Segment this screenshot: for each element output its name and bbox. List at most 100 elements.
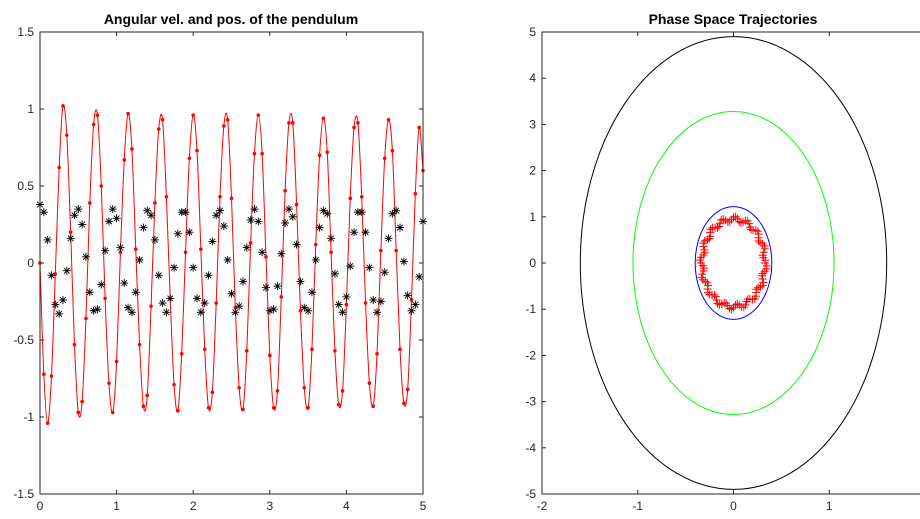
phase-chart: Phase Space Trajectories -2 -1 0 1 2 -5 -4 -3 -2…	[525, 11, 920, 513]
angular-velocity-point	[336, 402, 341, 407]
right-axes-box	[541, 31, 920, 495]
x-tick-label: 4	[343, 499, 350, 513]
angular-velocity-point	[49, 374, 54, 378]
angular-position-point	[181, 208, 190, 217]
angular-velocity-point	[176, 409, 180, 413]
angular-position-point	[373, 308, 382, 317]
angular-velocity-point	[114, 359, 119, 364]
trajectory-red-point	[697, 273, 706, 282]
right-plot-area	[579, 36, 888, 490]
angular-velocity-point	[191, 113, 195, 117]
angular-position-point	[143, 206, 152, 215]
angular-velocity-point	[375, 352, 379, 356]
y-tick-label: 3	[529, 117, 536, 131]
angular-velocity-point	[302, 385, 307, 390]
y-tick-label: 4	[529, 71, 536, 85]
angular-velocity-point	[72, 342, 77, 347]
y-tick-label: -1	[525, 302, 536, 316]
angular-position-point	[269, 305, 278, 314]
angular-position-point	[147, 211, 156, 220]
trajectory-red-point	[754, 283, 763, 292]
angular-position-point	[392, 206, 401, 215]
angular-position-point	[74, 205, 83, 214]
angular-velocity-point	[306, 405, 310, 410]
angular-velocity-point	[218, 194, 222, 199]
angular-position-point	[396, 223, 405, 232]
angular-position-point	[62, 266, 71, 275]
trajectory-blue	[694, 206, 773, 320]
angular-velocity-point	[110, 410, 115, 415]
angular-position-point	[330, 269, 339, 278]
angular-position-point	[131, 288, 140, 297]
angular-position-point	[189, 263, 198, 272]
angular-velocity-point	[363, 301, 368, 305]
angular-position-point	[116, 243, 125, 252]
angular-velocity-point	[84, 316, 88, 321]
angular-velocity-point	[264, 255, 268, 259]
x-tick-label: 1	[826, 499, 833, 513]
angular-velocity-point	[137, 342, 142, 347]
angular-position-point	[254, 217, 263, 226]
left-axes-box	[39, 31, 424, 495]
angular-velocity-point	[187, 156, 192, 161]
angular-velocity-point	[398, 347, 402, 352]
angular-position-point	[223, 255, 232, 264]
left-tick-labels: 0 1 2 3 4 5 -1.5 -1 -0.5 0 0.5 1 1.5	[13, 25, 426, 513]
angular-position-point	[200, 299, 209, 308]
y-tick-label: 0	[529, 256, 536, 270]
angular-position-point	[43, 235, 52, 244]
angular-velocity-point	[65, 133, 69, 137]
y-tick-label: 5	[529, 25, 536, 39]
angular-velocity-point	[256, 113, 261, 117]
angular-position-point	[250, 205, 259, 214]
angular-velocity-point	[87, 201, 92, 205]
trajectory-red-point	[698, 270, 707, 279]
angular-position-point	[47, 271, 56, 280]
right-chart-title: Phase Space Trajectories	[649, 11, 818, 27]
angular-position-point	[162, 308, 171, 317]
angular-position-point	[338, 308, 347, 317]
angular-position-point	[124, 303, 133, 312]
angular-velocity-point	[149, 304, 153, 308]
angular-position-point	[288, 212, 297, 221]
trajectory-green	[632, 110, 835, 416]
angular-position-point	[135, 255, 144, 264]
angular-velocity-point	[42, 372, 46, 376]
y-tick-label: -0.5	[13, 333, 34, 347]
angular-velocity-point	[417, 125, 421, 130]
y-tick-label: -3	[525, 395, 536, 409]
angular-position-point	[235, 302, 244, 311]
angular-velocity-point	[325, 150, 330, 154]
y-tick-label: 1	[529, 210, 536, 224]
y-tick-label: -1	[23, 410, 34, 424]
angular-position-point	[85, 288, 94, 297]
angular-position-point	[185, 228, 194, 237]
angular-velocity-point	[287, 121, 291, 125]
angular-velocity-point	[68, 230, 73, 234]
x-tick-label: 2	[190, 499, 197, 513]
trajectory-red-point	[760, 267, 769, 276]
trajectory-red-point	[742, 297, 751, 306]
angular-velocity-point	[133, 247, 138, 251]
angular-position-point	[204, 271, 213, 280]
angular-velocity-point	[313, 242, 318, 247]
angular-position-point	[78, 220, 87, 229]
angular-position-point	[411, 300, 420, 309]
y-tick-label: 2	[529, 164, 536, 178]
angular-velocity-point	[202, 347, 207, 352]
angular-velocity-point	[394, 248, 398, 253]
angular-velocity-point	[141, 404, 146, 409]
x-tick-label: 3	[266, 499, 273, 513]
angular-position-point	[311, 255, 320, 264]
y-tick-label: -2	[525, 348, 536, 362]
angular-position-point	[357, 208, 366, 217]
angular-velocity-point	[145, 393, 150, 398]
angular-velocity-point	[245, 348, 249, 353]
angular-position-point	[150, 235, 159, 244]
trajectory-red-point	[733, 299, 742, 308]
angular-position-point	[219, 222, 228, 231]
angular-velocity-point	[130, 147, 134, 151]
angular-velocity-point	[294, 202, 299, 207]
angular-velocity-point	[390, 148, 395, 153]
angular-velocity-point	[367, 381, 372, 385]
